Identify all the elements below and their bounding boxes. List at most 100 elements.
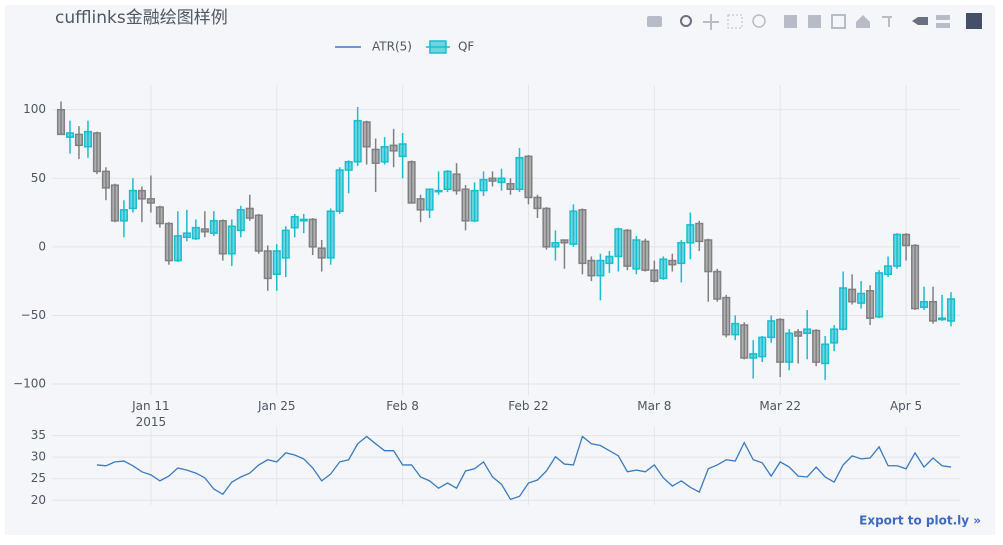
candle-body <box>740 324 749 359</box>
candle-body <box>668 259 677 266</box>
candle-body <box>425 188 434 211</box>
candle-body <box>227 225 236 255</box>
candle-body <box>803 328 812 335</box>
candle-body <box>281 229 290 259</box>
candle-body <box>542 207 551 248</box>
candle-body <box>461 188 470 222</box>
candle-body <box>335 169 344 212</box>
candle-body <box>497 177 506 184</box>
candle-body <box>946 298 956 322</box>
tool-lasso[interactable] <box>752 14 766 28</box>
x-tick-label: Feb 8 <box>386 399 419 413</box>
candle-body <box>884 265 893 276</box>
candle-body <box>776 318 785 363</box>
candle-body <box>434 189 443 193</box>
legend-label: QF <box>458 40 474 54</box>
tool-camera[interactable] <box>647 16 662 27</box>
candle-body <box>839 287 848 330</box>
candle-body <box>137 189 146 200</box>
candle-body <box>245 207 254 219</box>
candle-body <box>587 259 596 277</box>
tool-autoscale[interactable] <box>831 14 846 29</box>
candle-body <box>272 250 281 276</box>
atr-line <box>96 435 952 501</box>
candle-body <box>893 233 902 267</box>
export-link[interactable]: Export to plot.ly » <box>859 514 981 528</box>
candle-body <box>919 300 929 308</box>
candle-body <box>308 218 317 248</box>
candle-body <box>209 220 218 234</box>
candle-body <box>515 156 524 190</box>
candle-body <box>506 183 515 190</box>
y-tick-label: 100 <box>23 102 46 116</box>
tool-hover-compare-2[interactable] <box>936 23 950 28</box>
y-tick-label: −50 <box>21 308 46 322</box>
chart-background <box>5 5 995 535</box>
candle-body <box>380 145 389 163</box>
sub-y-tick-label: 20 <box>31 493 46 507</box>
tool-zoom[interactable] <box>680 15 692 27</box>
candle-body <box>56 108 66 136</box>
candle-body <box>74 133 84 147</box>
candle-body <box>659 258 668 280</box>
candle-body <box>812 329 821 363</box>
x-tick-label: Mar 22 <box>759 399 801 413</box>
x-tick-label: Mar 8 <box>637 399 671 413</box>
candle-body <box>326 210 335 259</box>
x-tick-label: Jan 25 <box>257 399 296 413</box>
candle-body <box>470 189 479 222</box>
tool-hover-compare[interactable] <box>936 15 950 20</box>
candle-body <box>254 214 263 252</box>
tool-hover-closest[interactable] <box>912 17 928 25</box>
candle-body <box>650 269 659 282</box>
candle-body <box>164 222 173 262</box>
candle-body <box>524 155 533 199</box>
candle-body <box>749 353 758 359</box>
y-tick-label: −100 <box>13 377 46 391</box>
candle-body <box>848 288 857 303</box>
candle-body <box>119 209 128 222</box>
candle-body <box>182 232 191 239</box>
candle-body <box>407 161 416 204</box>
candle-body <box>263 250 272 280</box>
candle-body <box>299 218 308 222</box>
x-tick-label: Apr 5 <box>890 399 922 413</box>
tool-box-select[interactable] <box>727 14 743 29</box>
candle-body <box>686 224 695 244</box>
toolbar[interactable] <box>647 13 982 30</box>
candle-body <box>290 215 299 229</box>
sub-y-tick-label: 25 <box>31 471 46 485</box>
candle-body <box>218 220 227 255</box>
candle-body <box>533 196 542 210</box>
candle-body <box>416 198 425 211</box>
tool-zoom-in[interactable] <box>784 15 797 28</box>
tool-spike[interactable] <box>882 16 892 27</box>
y-tick-label: 50 <box>31 171 46 185</box>
tool-plotly-logo[interactable] <box>966 13 982 29</box>
tool-pan[interactable] <box>703 14 719 30</box>
candle-body <box>398 143 407 158</box>
candle-body <box>128 189 137 210</box>
candle-body <box>155 206 164 225</box>
candle-body <box>452 173 461 192</box>
tool-zoom-out[interactable] <box>808 15 821 28</box>
candle-body <box>488 177 497 182</box>
tool-reset[interactable] <box>856 15 870 28</box>
y-tick-label: 0 <box>38 239 46 253</box>
candle-body <box>677 241 686 265</box>
candle-body <box>902 233 911 247</box>
candle-body <box>389 144 398 152</box>
candle-body <box>596 259 605 277</box>
candle-body <box>344 161 353 171</box>
candle-body <box>317 247 326 259</box>
candle-body <box>830 328 839 344</box>
candle-body <box>821 343 830 365</box>
legend-label: ATR(5) <box>372 40 412 54</box>
candle-body <box>551 241 560 248</box>
x-tick-label: Feb 22 <box>508 399 548 413</box>
candle-body <box>632 239 641 270</box>
candle-body <box>83 130 93 148</box>
candle-body <box>200 228 209 233</box>
candle-body <box>695 222 704 243</box>
